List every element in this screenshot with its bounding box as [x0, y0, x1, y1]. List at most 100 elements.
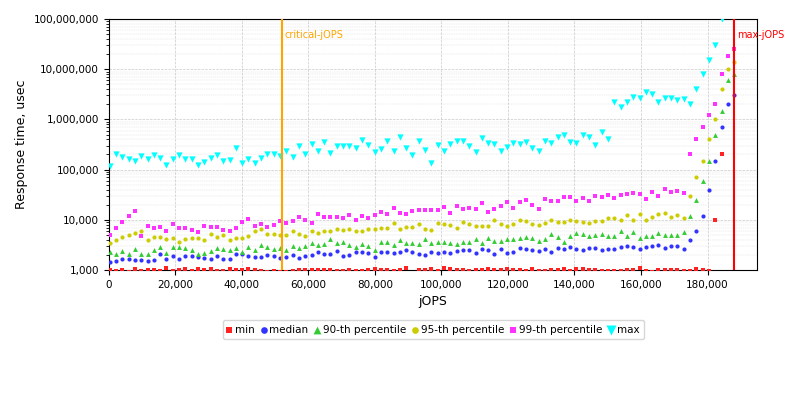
90-th percentile [526, 234, 538, 241]
median [614, 244, 627, 250]
max [519, 139, 532, 145]
95-th percentile [154, 234, 166, 240]
min [595, 267, 608, 274]
95-th percentile [330, 226, 343, 232]
95-th percentile [274, 232, 286, 238]
95-th percentile [350, 228, 362, 234]
min [576, 265, 589, 272]
max [318, 139, 330, 145]
90-th percentile [475, 240, 488, 246]
99-th percentile [418, 206, 431, 213]
max [463, 142, 476, 149]
90-th percentile [595, 231, 608, 238]
99-th percentile [570, 198, 583, 204]
max [210, 152, 223, 158]
max [204, 155, 217, 162]
90-th percentile [254, 242, 267, 248]
min [475, 267, 488, 273]
min [374, 266, 387, 273]
min [230, 266, 242, 273]
95-th percentile [494, 221, 507, 227]
max [173, 152, 186, 158]
median [532, 248, 545, 254]
90-th percentile [116, 248, 129, 254]
median [639, 244, 652, 250]
median [608, 246, 621, 252]
90-th percentile [350, 244, 362, 250]
median [236, 251, 249, 258]
median [582, 244, 595, 251]
95-th percentile [501, 223, 514, 229]
95-th percentile [374, 225, 387, 231]
99-th percentile [469, 206, 482, 212]
min [242, 266, 255, 273]
90-th percentile [438, 239, 450, 245]
median [595, 247, 608, 253]
90-th percentile [223, 247, 236, 253]
median [293, 254, 306, 261]
95-th percentile [400, 224, 413, 230]
90-th percentile [324, 236, 337, 242]
95-th percentile [173, 238, 186, 245]
90-th percentile [267, 246, 280, 252]
99-th percentile [160, 228, 173, 234]
99-th percentile [633, 191, 646, 197]
90-th percentile [362, 243, 374, 250]
99-th percentile [210, 224, 223, 230]
90-th percentile [293, 245, 306, 252]
99-th percentile [248, 222, 261, 229]
min [204, 266, 217, 272]
90-th percentile [173, 244, 186, 250]
max [217, 158, 230, 164]
min [191, 266, 204, 272]
95-th percentile [362, 226, 374, 232]
min [450, 267, 463, 273]
99-th percentile [236, 219, 249, 225]
max [355, 136, 368, 143]
90-th percentile [444, 240, 457, 246]
min [514, 267, 526, 273]
90-th percentile [501, 236, 514, 242]
min [368, 266, 381, 272]
99-th percentile [293, 214, 306, 220]
95-th percentile [305, 228, 318, 234]
99-th percentile [261, 224, 274, 230]
min [627, 266, 640, 273]
99-th percentile [538, 196, 551, 202]
99-th percentile [614, 192, 627, 198]
median [412, 250, 425, 257]
95-th percentile [324, 228, 337, 234]
99-th percentile [457, 206, 470, 212]
90-th percentile [551, 234, 564, 241]
min [141, 267, 154, 273]
median [122, 256, 135, 263]
median [702, 186, 715, 193]
90-th percentile [236, 248, 249, 255]
95-th percentile [337, 226, 350, 233]
99-th percentile [368, 212, 381, 218]
max [545, 140, 558, 146]
95-th percentile [514, 216, 526, 223]
median [450, 248, 463, 254]
min [488, 266, 501, 273]
max [684, 101, 697, 108]
max [482, 140, 494, 147]
99-th percentile [532, 206, 545, 212]
max [494, 148, 507, 154]
max [702, 57, 715, 64]
min [116, 267, 129, 273]
min [318, 267, 330, 274]
99-th percentile [545, 198, 558, 205]
90-th percentile [582, 233, 595, 239]
median [116, 256, 129, 263]
90-th percentile [425, 239, 438, 246]
min [122, 268, 135, 275]
max [538, 138, 551, 144]
max [103, 162, 116, 169]
95-th percentile [261, 231, 274, 238]
min [665, 266, 678, 273]
max [122, 156, 135, 162]
90-th percentile [248, 247, 261, 253]
median [210, 252, 223, 259]
max [715, 16, 728, 22]
